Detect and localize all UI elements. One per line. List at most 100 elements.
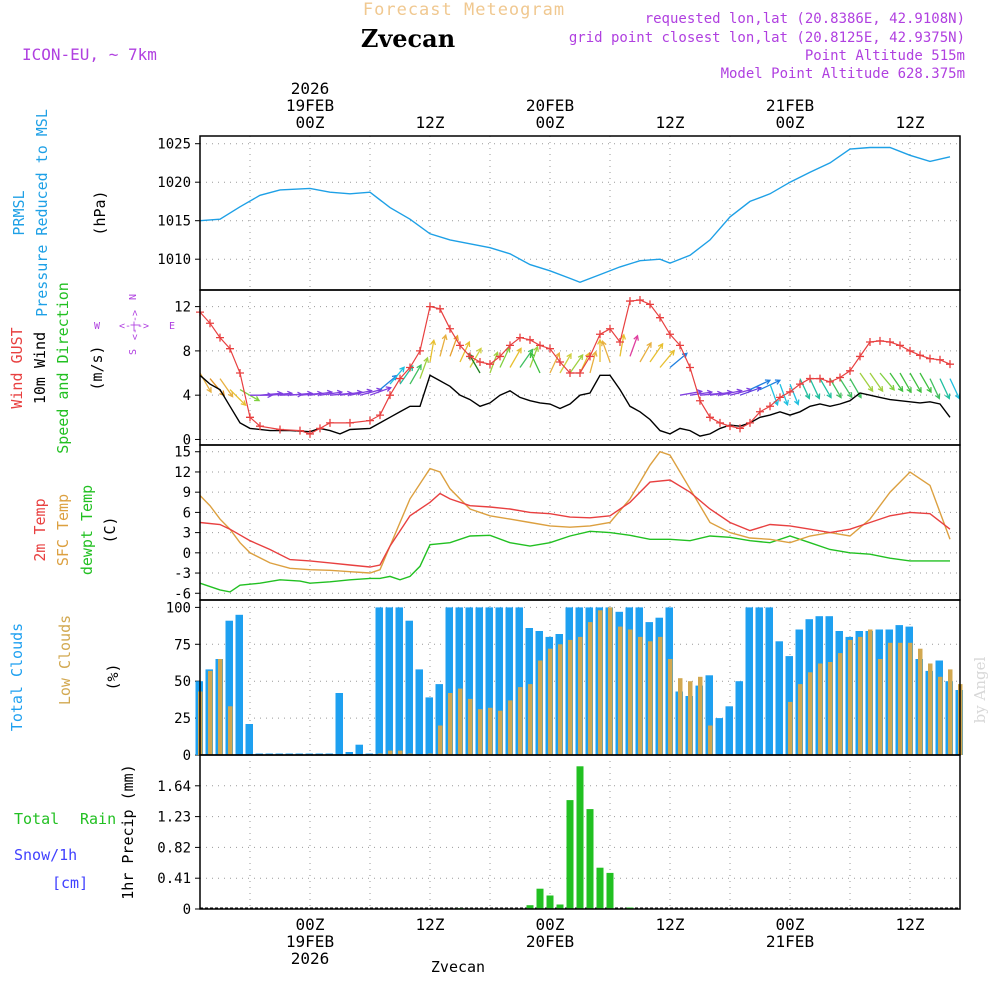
rain-bar: [546, 895, 554, 909]
footer-location: Zvecan: [431, 958, 485, 976]
y-tick-label: 1025: [157, 137, 191, 153]
total-cloud-bar: [435, 684, 443, 755]
gust-marker: [476, 357, 484, 366]
wind-arrow: [529, 351, 541, 374]
total-cloud-bar: [775, 641, 783, 755]
pressure-unit: (hPa): [91, 190, 109, 235]
low-cloud-bar: [598, 610, 603, 755]
low-cloud-bar: [508, 700, 513, 755]
low-cloud-bar: [678, 678, 683, 755]
wind-arrow: [439, 333, 448, 357]
time-label: 00Z: [296, 915, 325, 934]
y-tick-label: 0: [183, 546, 191, 562]
rain-bar: [586, 809, 594, 909]
gust-marker: [776, 393, 784, 402]
gust-marker: [816, 374, 824, 383]
total-cloud-bar: [515, 607, 523, 755]
y-tick-label: 9: [183, 485, 191, 501]
precip-snow-label: Snow/1h: [14, 846, 77, 864]
gust-marker: [716, 418, 724, 427]
gust-marker: [236, 369, 244, 378]
low-cloud-bar: [438, 725, 443, 755]
time-label: 00Z: [776, 915, 805, 934]
low-cloud-bar: [528, 684, 533, 755]
low-cloud-bar: [858, 636, 863, 755]
total-cloud-bar: [505, 607, 513, 755]
gust-marker: [626, 297, 634, 306]
low-cloud-bar: [458, 688, 463, 755]
low-cloud-bar: [808, 672, 813, 755]
requested-coords: requested lon,lat (20.8386E, 42.9108N): [645, 11, 965, 27]
gust-marker: [836, 373, 844, 382]
gust-marker: [576, 369, 584, 378]
temp-panel: -6 -3 0 3 6 9 12 15 2m Temp SFC Temp dewpt Temp…: [31, 444, 961, 602]
wind-arrow: [601, 340, 611, 363]
wind-arrow: [469, 347, 482, 368]
low-cloud-bar: [388, 750, 393, 755]
wind-unit: (m/s): [88, 345, 106, 390]
gust-marker: [486, 360, 494, 369]
time-label: 21FEB: [766, 932, 814, 951]
total-cloud-bar: [355, 744, 363, 755]
time-label: 19FEB: [286, 932, 334, 951]
low-cloud-bar: [218, 659, 223, 755]
gust-marker: [506, 341, 514, 350]
cloud-bars: [195, 607, 963, 755]
y-tick-label: 0: [183, 748, 191, 764]
gust-marker: [766, 402, 774, 411]
wind-arrow: [799, 378, 811, 400]
compass-s: S: [128, 349, 139, 355]
low-cloud-bar: [608, 607, 613, 755]
gust-marker: [926, 354, 934, 363]
time-label: 00Z: [296, 113, 325, 132]
compass-horizontal: <-|->: [119, 321, 149, 332]
gust-marker: [666, 330, 674, 339]
pressure-line: [199, 146, 951, 284]
gust-marker: [536, 341, 544, 350]
total-cloud-bar: [455, 607, 463, 755]
gust-marker: [446, 324, 454, 333]
total-cloud-bar: [345, 752, 353, 755]
wind-gust-label: Wind GUST: [8, 327, 26, 408]
temp-label: 2m Temp: [31, 498, 49, 561]
low-cloud-bar: [498, 710, 503, 755]
y-tick-label: 25: [174, 711, 191, 727]
wind-arrow: [929, 378, 941, 400]
pressure-frame: [199, 135, 961, 291]
low-cloud-bar: [848, 639, 853, 755]
total-cloud-bar: [485, 607, 493, 755]
pressure-panel: 1010 1015 1020 1025 PRMSL Pressure Reduced …: [10, 109, 961, 317]
wind-arrow: [429, 338, 437, 363]
wind-arrow: [809, 378, 821, 400]
gust-marker: [646, 300, 654, 309]
low-cloud-bar: [918, 648, 923, 755]
low-cloud-bar: [228, 706, 233, 755]
wind-arrow: [899, 372, 912, 394]
temp-y-ticks: -6 -3 0 3 6 9 12 15: [174, 445, 200, 602]
y-tick-label: 12: [174, 300, 191, 316]
low-cloud-bar: [518, 687, 523, 755]
total-cloud-bar: [475, 607, 483, 755]
wind-arrow: [879, 372, 895, 391]
wind-arrow: [389, 366, 405, 385]
low-cloud-bar: [648, 641, 653, 755]
wind-arrow: [529, 345, 539, 368]
gust-marker: [826, 377, 834, 386]
total-cloud-bar: [395, 607, 403, 755]
total-cloud-bar: [465, 607, 473, 755]
wind-panel: 0 4 8 12 Wind GUST 10m Wind Speed and Direc…: [8, 282, 961, 454]
y-tick-label: 0.41: [157, 871, 191, 887]
time-label: 12Z: [416, 113, 445, 132]
wind-arrow: [589, 350, 598, 374]
low-cloud-bar: [618, 626, 623, 755]
wind-arrow: [749, 379, 772, 391]
gust-marker: [256, 422, 264, 431]
compass-e: E: [169, 321, 175, 332]
gust-marker: [736, 424, 744, 433]
gust-marker: [886, 338, 894, 347]
total-cloud-bar: [745, 607, 753, 755]
time-label: 20FEB: [526, 932, 574, 951]
gust-marker: [846, 366, 854, 375]
low-cloud-bar: [628, 629, 633, 755]
